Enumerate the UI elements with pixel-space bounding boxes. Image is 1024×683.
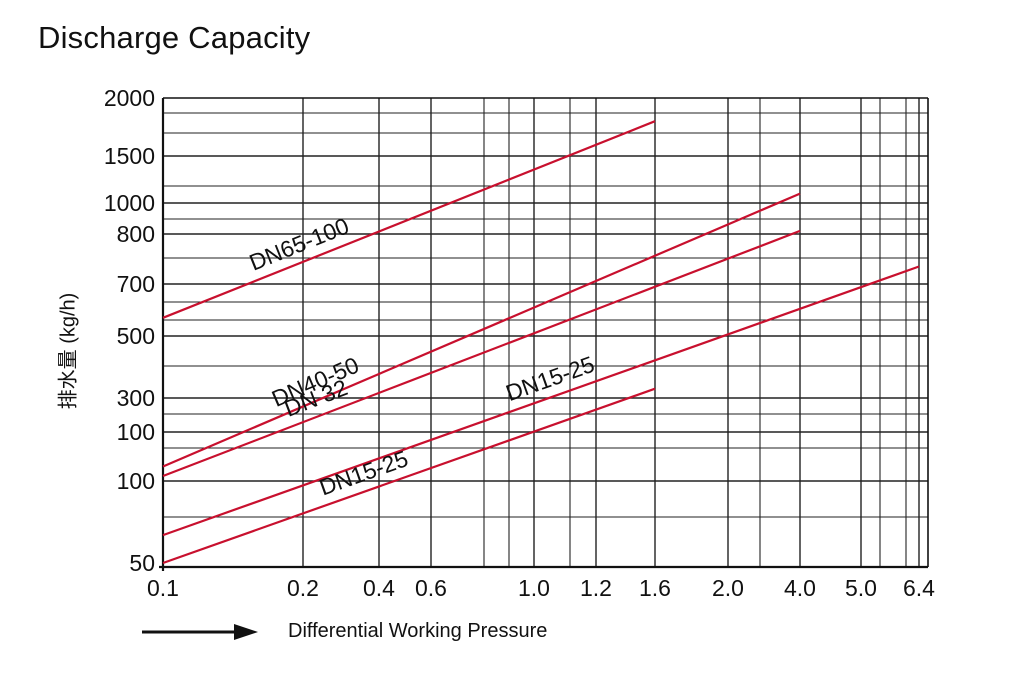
x-tick-label: 0.1: [147, 575, 179, 601]
x-tick-label: 5.0: [845, 575, 877, 601]
x-tick-label: 0.4: [363, 575, 395, 601]
series-line-5: [162, 387, 656, 565]
y-tick-label: 500: [117, 323, 155, 349]
x-tick-label: 6.4: [903, 575, 935, 601]
x-axis-label: Differential Working Pressure: [288, 620, 548, 642]
series-line-4: [162, 265, 920, 537]
y-tick-label: 1000: [104, 190, 155, 216]
chart-title: Discharge Capacity: [38, 20, 311, 55]
x-tick-label: 1.2: [580, 575, 612, 601]
y-tick-label: 800: [117, 221, 155, 247]
y-tick-label: 300: [117, 385, 155, 411]
y-tick-label: 100: [117, 419, 155, 445]
series-line-3: [162, 229, 801, 478]
x-tick-label: 4.0: [784, 575, 816, 601]
x-tick-label: 2.0: [712, 575, 744, 601]
x-tick-label: 0.2: [287, 575, 319, 601]
y-tick-label: 1500: [104, 143, 155, 169]
series-label-1: DN65-100: [246, 213, 353, 276]
series-line-1: [162, 120, 656, 319]
x-tick-label: 1.6: [639, 575, 671, 601]
y-tick-label: 100: [117, 468, 155, 494]
x-tick-label: 1.0: [518, 575, 550, 601]
right-arrow-icon: [142, 623, 258, 640]
series-line-2: [162, 192, 801, 468]
x-axis-label-row: Differential Working Pressure: [142, 620, 547, 643]
x-tick-label: 0.6: [415, 575, 447, 601]
y-axis-label: 排水量 (kg/h): [57, 292, 80, 410]
y-tick-label: 700: [117, 271, 155, 297]
y-tick-label: 50: [129, 550, 155, 576]
y-tick-label: 2000: [104, 85, 155, 111]
